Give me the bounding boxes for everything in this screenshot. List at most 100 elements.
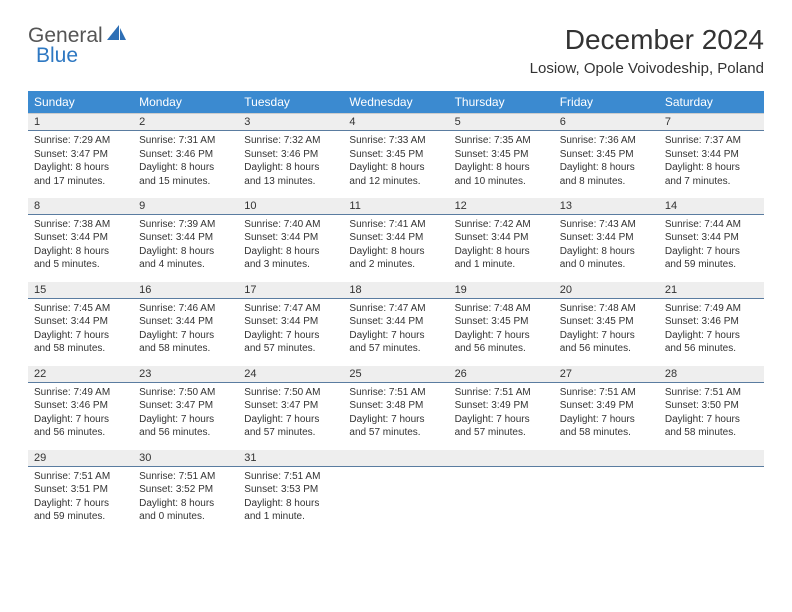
day-detail: Sunrise: 7:41 AMSunset: 3:44 PMDaylight:…: [343, 215, 448, 276]
daylight-line: Daylight: 8 hours and 13 minutes.: [244, 161, 337, 188]
header: General Blue December 2024 Losiow, Opole…: [28, 24, 764, 77]
daylight-line: Daylight: 8 hours and 15 minutes.: [139, 161, 232, 188]
sunset-line: Sunset: 3:44 PM: [349, 231, 442, 245]
calendar-day-cell: 21Sunrise: 7:49 AMSunset: 3:46 PMDayligh…: [659, 282, 764, 366]
day-detail: Sunrise: 7:44 AMSunset: 3:44 PMDaylight:…: [659, 215, 764, 276]
sunset-line: Sunset: 3:47 PM: [34, 148, 127, 162]
calendar-day-cell: 7Sunrise: 7:37 AMSunset: 3:44 PMDaylight…: [659, 114, 764, 198]
daylight-line: Daylight: 7 hours and 59 minutes.: [665, 245, 758, 272]
sunrise-line: Sunrise: 7:44 AM: [665, 218, 758, 232]
day-detail: Sunrise: 7:51 AMSunset: 3:51 PMDaylight:…: [28, 467, 133, 528]
sunrise-line: Sunrise: 7:39 AM: [139, 218, 232, 232]
daylight-line: Daylight: 7 hours and 57 minutes.: [349, 413, 442, 440]
sunset-line: Sunset: 3:44 PM: [244, 315, 337, 329]
day-detail: Sunrise: 7:49 AMSunset: 3:46 PMDaylight:…: [28, 383, 133, 444]
sunrise-line: Sunrise: 7:36 AM: [560, 134, 653, 148]
weekday-header: Saturday: [659, 91, 764, 114]
calendar-day-cell: 3Sunrise: 7:32 AMSunset: 3:46 PMDaylight…: [238, 114, 343, 198]
calendar-day-cell: 31Sunrise: 7:51 AMSunset: 3:53 PMDayligh…: [238, 450, 343, 534]
title-block: December 2024 Losiow, Opole Voivodeship,…: [530, 24, 764, 77]
calendar-day-cell: 2Sunrise: 7:31 AMSunset: 3:46 PMDaylight…: [133, 114, 238, 198]
daylight-line: Daylight: 8 hours and 0 minutes.: [139, 497, 232, 524]
day-number: 3: [238, 114, 343, 131]
calendar-day-cell: 10Sunrise: 7:40 AMSunset: 3:44 PMDayligh…: [238, 198, 343, 282]
day-detail: Sunrise: 7:31 AMSunset: 3:46 PMDaylight:…: [133, 131, 238, 192]
daylight-line: Daylight: 8 hours and 10 minutes.: [455, 161, 548, 188]
sunrise-line: Sunrise: 7:51 AM: [34, 470, 127, 484]
day-number: 2: [133, 114, 238, 131]
calendar-day-cell: 6Sunrise: 7:36 AMSunset: 3:45 PMDaylight…: [554, 114, 659, 198]
sunset-line: Sunset: 3:44 PM: [349, 315, 442, 329]
sunrise-line: Sunrise: 7:51 AM: [139, 470, 232, 484]
calendar-week-row: 15Sunrise: 7:45 AMSunset: 3:44 PMDayligh…: [28, 282, 764, 366]
day-number-empty: [449, 450, 554, 467]
calendar-day-cell: 20Sunrise: 7:48 AMSunset: 3:45 PMDayligh…: [554, 282, 659, 366]
daylight-line: Daylight: 7 hours and 56 minutes.: [34, 413, 127, 440]
day-detail: Sunrise: 7:40 AMSunset: 3:44 PMDaylight:…: [238, 215, 343, 276]
daylight-line: Daylight: 8 hours and 2 minutes.: [349, 245, 442, 272]
calendar-day-cell: 14Sunrise: 7:44 AMSunset: 3:44 PMDayligh…: [659, 198, 764, 282]
daylight-line: Daylight: 8 hours and 12 minutes.: [349, 161, 442, 188]
daylight-line: Daylight: 8 hours and 1 minute.: [244, 497, 337, 524]
sunset-line: Sunset: 3:44 PM: [34, 315, 127, 329]
day-number: 20: [554, 282, 659, 299]
sunset-line: Sunset: 3:44 PM: [665, 231, 758, 245]
sunset-line: Sunset: 3:44 PM: [665, 148, 758, 162]
sunrise-line: Sunrise: 7:51 AM: [349, 386, 442, 400]
day-number: 16: [133, 282, 238, 299]
calendar-day-cell: 29Sunrise: 7:51 AMSunset: 3:51 PMDayligh…: [28, 450, 133, 534]
day-number: 31: [238, 450, 343, 467]
daylight-line: Daylight: 8 hours and 7 minutes.: [665, 161, 758, 188]
sunset-line: Sunset: 3:50 PM: [665, 399, 758, 413]
sunrise-line: Sunrise: 7:51 AM: [244, 470, 337, 484]
weekday-header: Friday: [554, 91, 659, 114]
calendar-day-cell: 8Sunrise: 7:38 AMSunset: 3:44 PMDaylight…: [28, 198, 133, 282]
day-detail: Sunrise: 7:50 AMSunset: 3:47 PMDaylight:…: [133, 383, 238, 444]
day-detail: Sunrise: 7:33 AMSunset: 3:45 PMDaylight:…: [343, 131, 448, 192]
daylight-line: Daylight: 7 hours and 57 minutes.: [455, 413, 548, 440]
calendar-table: Sunday Monday Tuesday Wednesday Thursday…: [28, 91, 764, 534]
sunset-line: Sunset: 3:49 PM: [455, 399, 548, 413]
day-detail: Sunrise: 7:49 AMSunset: 3:46 PMDaylight:…: [659, 299, 764, 360]
calendar-day-cell: [449, 450, 554, 534]
sunrise-line: Sunrise: 7:29 AM: [34, 134, 127, 148]
sunset-line: Sunset: 3:49 PM: [560, 399, 653, 413]
day-number: 9: [133, 198, 238, 215]
daylight-line: Daylight: 7 hours and 58 minutes.: [665, 413, 758, 440]
sunset-line: Sunset: 3:45 PM: [455, 315, 548, 329]
sunset-line: Sunset: 3:46 PM: [34, 399, 127, 413]
day-detail: Sunrise: 7:36 AMSunset: 3:45 PMDaylight:…: [554, 131, 659, 192]
day-number: 30: [133, 450, 238, 467]
sunset-line: Sunset: 3:44 PM: [139, 231, 232, 245]
day-number: 29: [28, 450, 133, 467]
sunset-line: Sunset: 3:45 PM: [455, 148, 548, 162]
calendar-day-cell: 22Sunrise: 7:49 AMSunset: 3:46 PMDayligh…: [28, 366, 133, 450]
sunset-line: Sunset: 3:52 PM: [139, 483, 232, 497]
weekday-header: Tuesday: [238, 91, 343, 114]
day-number: 19: [449, 282, 554, 299]
location-text: Losiow, Opole Voivodeship, Poland: [530, 60, 764, 77]
calendar-day-cell: 27Sunrise: 7:51 AMSunset: 3:49 PMDayligh…: [554, 366, 659, 450]
day-detail: Sunrise: 7:38 AMSunset: 3:44 PMDaylight:…: [28, 215, 133, 276]
calendar-day-cell: 19Sunrise: 7:48 AMSunset: 3:45 PMDayligh…: [449, 282, 554, 366]
day-detail: Sunrise: 7:47 AMSunset: 3:44 PMDaylight:…: [238, 299, 343, 360]
sunrise-line: Sunrise: 7:45 AM: [34, 302, 127, 316]
day-number: 23: [133, 366, 238, 383]
sunrise-line: Sunrise: 7:43 AM: [560, 218, 653, 232]
day-number: 25: [343, 366, 448, 383]
day-detail: Sunrise: 7:46 AMSunset: 3:44 PMDaylight:…: [133, 299, 238, 360]
day-detail: Sunrise: 7:35 AMSunset: 3:45 PMDaylight:…: [449, 131, 554, 192]
weekday-header: Thursday: [449, 91, 554, 114]
daylight-line: Daylight: 7 hours and 57 minutes.: [349, 329, 442, 356]
sunset-line: Sunset: 3:46 PM: [244, 148, 337, 162]
day-detail: Sunrise: 7:32 AMSunset: 3:46 PMDaylight:…: [238, 131, 343, 192]
sail-icon: [106, 24, 128, 47]
day-number: 6: [554, 114, 659, 131]
day-detail: Sunrise: 7:51 AMSunset: 3:49 PMDaylight:…: [554, 383, 659, 444]
sunset-line: Sunset: 3:46 PM: [665, 315, 758, 329]
calendar-day-cell: 4Sunrise: 7:33 AMSunset: 3:45 PMDaylight…: [343, 114, 448, 198]
calendar-day-cell: 13Sunrise: 7:43 AMSunset: 3:44 PMDayligh…: [554, 198, 659, 282]
sunset-line: Sunset: 3:44 PM: [560, 231, 653, 245]
calendar-day-cell: 15Sunrise: 7:45 AMSunset: 3:44 PMDayligh…: [28, 282, 133, 366]
weekday-header: Wednesday: [343, 91, 448, 114]
